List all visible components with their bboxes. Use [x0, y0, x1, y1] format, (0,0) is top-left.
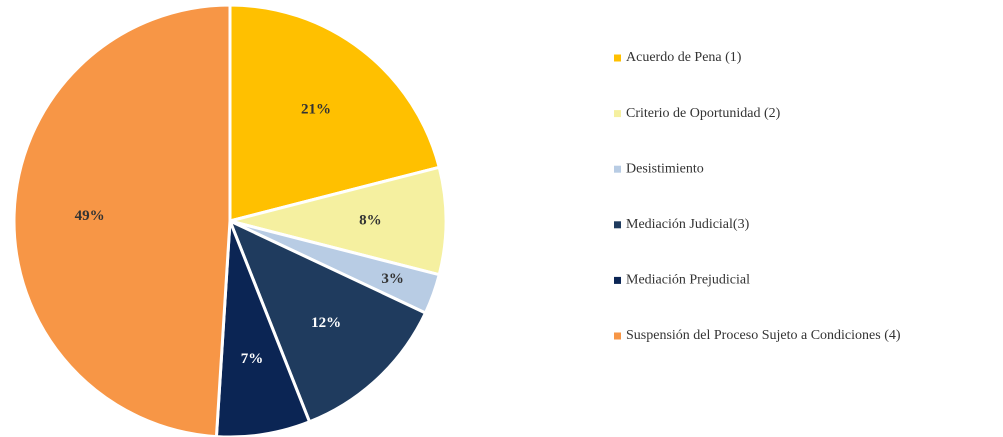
legend-label: Suspensión del Proceso Sujeto a Condicio… — [626, 328, 901, 343]
legend-label: Criterio de Oportunidad (2) — [626, 106, 781, 121]
data-label: 21% — [301, 101, 331, 117]
legend-label: Mediación Judicial(3) — [626, 217, 750, 232]
pie-slice — [227, 218, 428, 424]
legend-swatch — [614, 276, 621, 284]
data-label: 12% — [311, 315, 341, 331]
legend-label: Mediación Prejudicial — [626, 273, 750, 288]
pie-slice — [229, 165, 448, 277]
legend-swatch — [614, 110, 621, 118]
data-label: 49% — [75, 208, 105, 224]
legend-label: Acuerdo de Pena (1) — [626, 50, 742, 65]
legend-swatch — [614, 165, 621, 173]
data-label: 7% — [241, 351, 264, 367]
pie-slice — [12, 3, 232, 437]
data-label: 8% — [359, 212, 382, 228]
data-label: 3% — [381, 271, 404, 287]
pie-slice — [228, 3, 442, 223]
legend-label: Desistimiento — [626, 161, 704, 176]
legend-swatch — [614, 332, 621, 340]
legend-swatch — [614, 221, 621, 229]
legend-swatch — [614, 54, 621, 62]
